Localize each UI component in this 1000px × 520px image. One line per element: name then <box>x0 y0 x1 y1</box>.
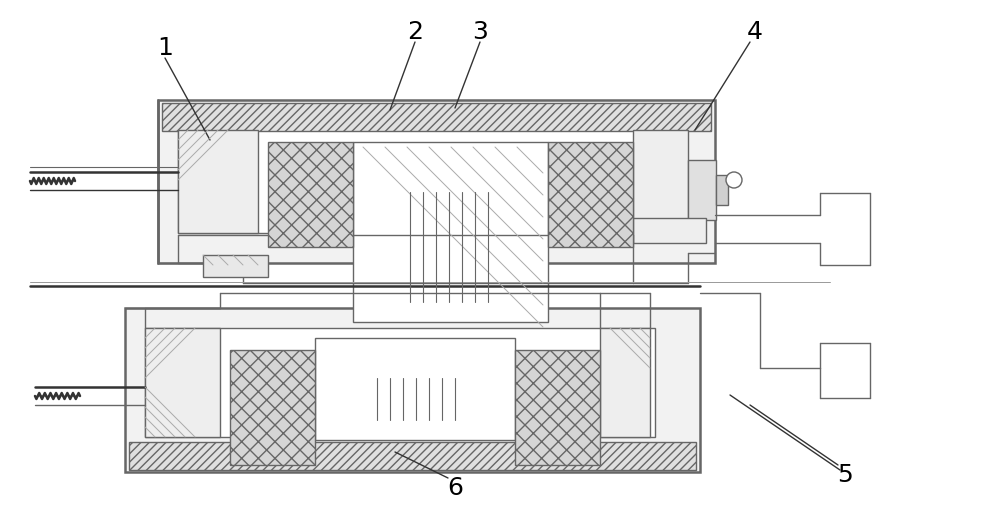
Bar <box>129 442 696 470</box>
Text: 5: 5 <box>837 463 853 487</box>
Text: 1: 1 <box>157 36 173 60</box>
Bar <box>268 142 353 247</box>
Bar <box>353 142 548 322</box>
Bar <box>145 328 220 437</box>
Bar <box>145 328 655 437</box>
Bar <box>515 350 600 465</box>
Bar <box>600 328 650 437</box>
Bar <box>633 130 688 238</box>
Bar <box>158 100 715 263</box>
Bar <box>716 175 728 205</box>
Bar <box>315 338 515 440</box>
Text: 3: 3 <box>472 20 488 44</box>
Bar <box>633 218 706 243</box>
Bar <box>162 103 711 131</box>
Bar <box>203 255 268 277</box>
Bar <box>178 130 655 233</box>
Text: 4: 4 <box>747 20 763 44</box>
Text: 6: 6 <box>447 476 463 500</box>
Bar <box>548 142 633 247</box>
Bar <box>688 160 716 220</box>
Circle shape <box>726 172 742 188</box>
Bar <box>125 308 700 472</box>
Text: 2: 2 <box>407 20 423 44</box>
Bar <box>230 350 315 465</box>
Bar <box>178 130 258 233</box>
